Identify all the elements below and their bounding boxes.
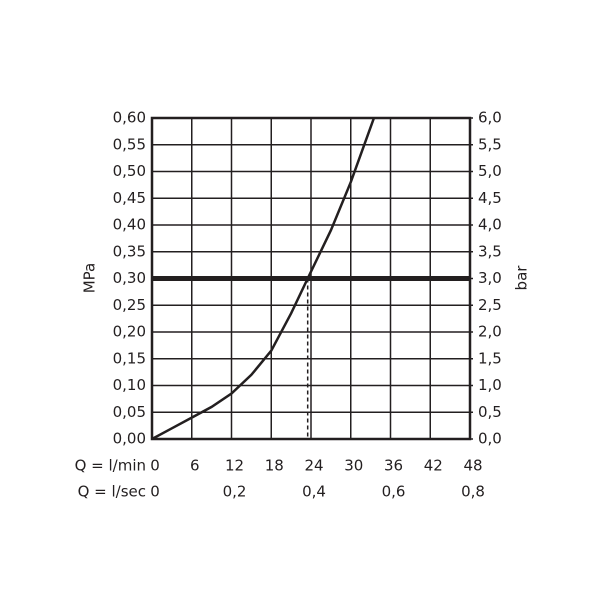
x-tick-label: 30 <box>344 457 363 475</box>
y2-tick-label: 1,5 <box>478 349 502 367</box>
y-tick-label: 0,40 <box>113 216 146 234</box>
x2-tick-label: 0,8 <box>461 483 485 501</box>
x-tick-label: 48 <box>463 457 482 475</box>
y2-tick-label: 2,0 <box>478 323 502 341</box>
y2-tick-label: 3,5 <box>478 242 502 260</box>
y2-tick-label: 5,0 <box>478 162 502 180</box>
x-tick-label: 6 <box>190 457 200 475</box>
x2-tick-label: 0,4 <box>302 483 326 501</box>
y2-tick-label: 2,5 <box>478 296 502 314</box>
x-tick-label: 36 <box>384 457 403 475</box>
y-tick-label: 0,50 <box>113 162 146 180</box>
y-tick-label: 0,00 <box>113 430 146 448</box>
y-tick-label: 0,20 <box>113 323 146 341</box>
y-tick-label: 0,25 <box>113 296 146 314</box>
x-tick-label: 24 <box>304 457 323 475</box>
y-tick-label: 0,15 <box>113 349 146 367</box>
y-axis-label: MPa <box>81 263 99 294</box>
x2-tick-label: 0,6 <box>382 483 406 501</box>
x2-tick-label: 0 <box>150 483 160 501</box>
x2-axis-label: Q = l/sec <box>78 483 146 501</box>
y-tick-label: 0,05 <box>113 403 146 421</box>
y-tick-label: 0,55 <box>113 135 146 153</box>
y2-tick-label: 5,5 <box>478 135 502 153</box>
y2-tick-label: 1,0 <box>478 376 502 394</box>
y-tick-label: 0,60 <box>113 109 146 127</box>
x-tick-label: 42 <box>424 457 443 475</box>
y2-tick-label: 3,0 <box>478 269 502 287</box>
y-tick-label: 0,35 <box>113 242 146 260</box>
curve <box>151 117 376 441</box>
y-tick-label: 0,45 <box>113 189 146 207</box>
y2-tick-label: 4,5 <box>478 189 502 207</box>
y2-tick-label: 4,0 <box>478 216 502 234</box>
y2-tick-label: 0,5 <box>478 403 502 421</box>
y2-tick-label: 0,0 <box>478 430 502 448</box>
x-tick-label: 0 <box>150 457 160 475</box>
x-axis-label: Q = l/min <box>75 457 146 475</box>
x-tick-label: 18 <box>265 457 284 475</box>
y-tick-label: 0,30 <box>113 269 146 287</box>
y2-axis-label: bar <box>513 265 531 291</box>
x-tick-label: 12 <box>225 457 244 475</box>
x2-tick-label: 0,2 <box>223 483 247 501</box>
y-tick-label: 0,10 <box>113 376 146 394</box>
y2-tick-label: 6,0 <box>478 109 502 127</box>
